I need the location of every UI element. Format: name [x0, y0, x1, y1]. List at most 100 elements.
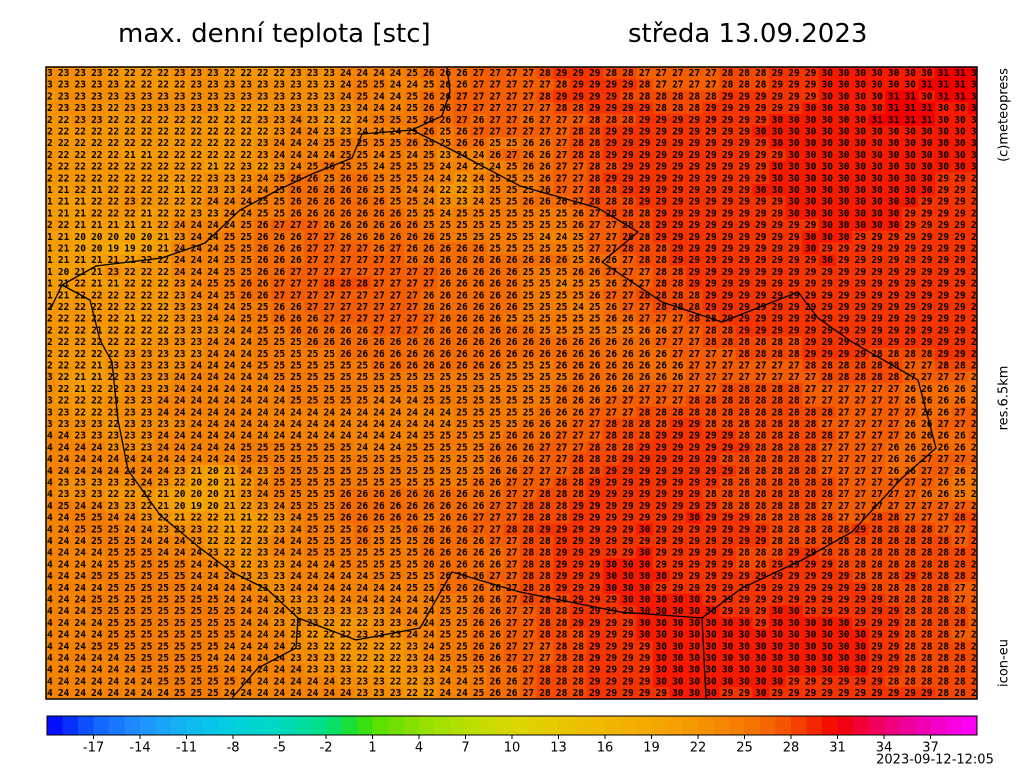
cell-value: 23 [58, 478, 70, 489]
cell-value: 26 [440, 255, 452, 266]
cell-value: 28 [954, 559, 966, 570]
cell-value: 23 [207, 103, 219, 114]
cell-value: 30 [821, 115, 833, 126]
cell-value: 27 [904, 501, 915, 512]
cell-value: 23 [290, 80, 302, 91]
cell-value: 26 [406, 513, 418, 524]
cell-value: 29 [622, 162, 634, 173]
cell-value: 30 [838, 91, 850, 102]
cell-value: 24 [207, 571, 219, 582]
cell-value: 24 [224, 220, 236, 231]
cell-value: 25 [506, 407, 518, 418]
cell-value: 23 [124, 501, 136, 512]
cell-value: 26 [506, 454, 518, 465]
cell-value: 24 [290, 571, 302, 582]
cell [171, 78, 189, 92]
cell-value: 27 [556, 454, 567, 465]
cell-value: 28 [738, 548, 750, 559]
cell-value: 27 [888, 396, 899, 407]
cell-value: 22 [141, 279, 152, 290]
cell-value: 23 [124, 91, 136, 102]
cell-value: 28 [722, 68, 734, 79]
cell-value: 29 [556, 571, 568, 582]
cell-value: 25 [523, 290, 535, 301]
cell-value: 26 [456, 244, 468, 255]
cell [652, 67, 670, 80]
cell-value: 24 [307, 571, 319, 582]
cell-value: 24 [207, 302, 219, 313]
cell-value: 24 [174, 407, 186, 418]
cell-value: 27 [406, 302, 417, 313]
cell-value: 30 [904, 127, 916, 138]
cell-value: 29 [871, 325, 883, 336]
cell-value: 24 [224, 384, 236, 395]
cell-value: 22 [58, 361, 69, 372]
cell-value: 22 [74, 361, 85, 372]
cell-value: 25 [423, 220, 435, 231]
cell-value: 30 [788, 162, 800, 173]
cell-value: 27 [572, 419, 583, 430]
cell [553, 67, 571, 80]
cell-value: 28 [622, 208, 634, 219]
cell-value: 25 [423, 80, 435, 91]
cell-value: 28 [772, 513, 784, 524]
cell-value: 29 [821, 314, 833, 325]
cell-value: 30 [871, 150, 883, 161]
cell-value: 25 [307, 524, 319, 535]
cell [71, 90, 89, 103]
cell-value: 28 [821, 361, 833, 372]
cell-value: 24 [423, 197, 435, 208]
cell-value: 22 [124, 127, 135, 138]
cell-value: 25 [954, 478, 966, 489]
cell-value: 24 [307, 150, 319, 161]
cell-value: 26 [539, 150, 551, 161]
cell-value: 29 [672, 173, 684, 184]
cell-value: 27 [307, 279, 318, 290]
cell-value: 26 [440, 290, 452, 301]
cell-value: 22 [224, 150, 235, 161]
cell-value: 29 [589, 91, 601, 102]
cell-value: 22 [240, 559, 251, 570]
cell-value: 28 [672, 91, 684, 102]
cell-value: 22 [124, 80, 135, 91]
cell-value: 26 [556, 255, 568, 266]
cell-value: 30 [855, 91, 867, 102]
cell-value: 24 [108, 513, 120, 524]
cell-value: 24 [373, 407, 385, 418]
cell-value: 27 [855, 454, 866, 465]
cell [951, 67, 969, 80]
cell-value: 28 [655, 255, 667, 266]
cell-value: 23 [240, 91, 252, 102]
cell-value: 24 [207, 454, 219, 465]
cell-value: 22 [257, 103, 268, 114]
cell-value: 29 [838, 290, 850, 301]
cell-value: 24 [390, 396, 402, 407]
cell-value: 30 [805, 162, 817, 173]
cell-value: 29 [705, 150, 717, 161]
cell-value: 24 [224, 442, 236, 453]
cell-value: 30 [888, 162, 900, 173]
cell-value: 25 [157, 571, 169, 582]
cell-value: 25 [506, 232, 518, 243]
cell-value: 29 [755, 91, 767, 102]
cell-value: 29 [639, 115, 651, 126]
cell-value: 27 [473, 68, 484, 79]
cell-value: 22 [41, 325, 52, 336]
cell-value: 25 [440, 372, 452, 383]
cell-value: 24 [323, 559, 335, 570]
cell-value: 28 [539, 559, 551, 570]
cell-value: 29 [788, 80, 800, 91]
cell-value: 26 [456, 524, 468, 535]
cell-value: 29 [705, 244, 717, 255]
cell-value: 23 [157, 524, 169, 535]
cell [271, 78, 289, 92]
cell-value: 24 [58, 454, 70, 465]
cell-value: 26 [440, 536, 452, 547]
cell-value: 29 [772, 302, 784, 313]
cell-value: 24 [340, 407, 352, 418]
cell-value: 25 [373, 571, 385, 582]
cell [55, 90, 73, 103]
cell-value: 25 [257, 454, 269, 465]
cell-value: 24 [207, 197, 219, 208]
cell-value: 21 [141, 220, 153, 231]
